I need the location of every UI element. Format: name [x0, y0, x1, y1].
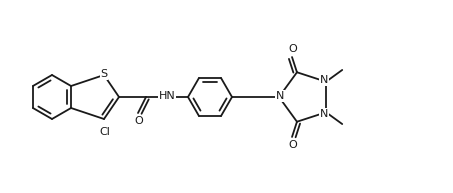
- Text: N: N: [320, 109, 328, 119]
- Text: S: S: [101, 69, 107, 79]
- Text: N: N: [276, 91, 284, 101]
- Text: O: O: [135, 116, 144, 126]
- Text: Cl: Cl: [100, 127, 111, 137]
- Text: N: N: [320, 75, 328, 85]
- Text: HN: HN: [159, 91, 175, 101]
- Text: O: O: [289, 44, 298, 54]
- Text: O: O: [289, 140, 298, 150]
